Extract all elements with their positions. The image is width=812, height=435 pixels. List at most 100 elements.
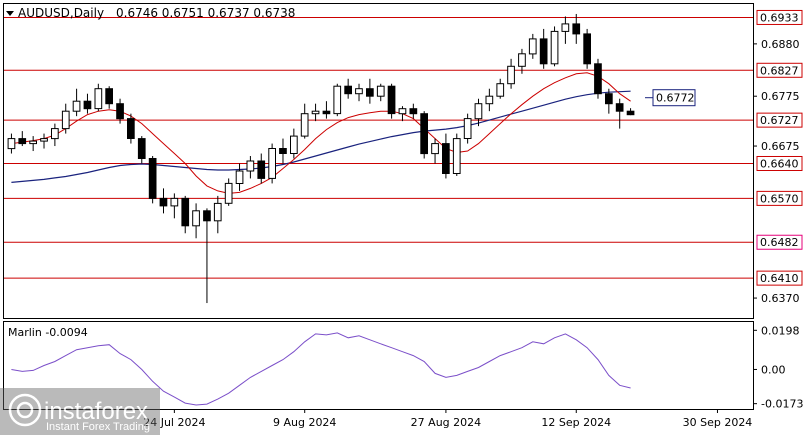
main-panel-frame bbox=[3, 3, 754, 319]
candle-body bbox=[615, 103, 624, 112]
level-label: 0.6570 bbox=[760, 192, 799, 205]
candle-body bbox=[72, 100, 81, 112]
candle-body bbox=[290, 135, 298, 155]
level-label: 0.6933 bbox=[760, 11, 799, 24]
level-label-box bbox=[756, 9, 803, 25]
candle-body bbox=[387, 85, 396, 115]
oscillator-axis: 0.0198 0.00 -0.0173 bbox=[753, 324, 803, 411]
candle-body bbox=[94, 88, 103, 110]
candle-body bbox=[572, 23, 581, 35]
candle-body bbox=[507, 65, 515, 85]
symbol-label: AUDUSD,Daily bbox=[18, 6, 104, 20]
candle-body bbox=[279, 148, 287, 154]
time-tick-label: 27 Aug 2024 bbox=[411, 416, 481, 429]
candle-body bbox=[311, 110, 320, 115]
candle-body bbox=[398, 108, 407, 115]
time-tick-label: 12 Sep 2024 bbox=[541, 416, 611, 429]
candle-body bbox=[539, 38, 548, 65]
candle-body bbox=[376, 85, 385, 97]
candle-body bbox=[116, 103, 124, 120]
callout-label: 0.6772 bbox=[656, 92, 695, 105]
marlin-line bbox=[11, 332, 631, 406]
candle-body bbox=[452, 138, 461, 175]
osc-tick-label: 0.00 bbox=[761, 363, 786, 376]
candle-body bbox=[7, 138, 16, 150]
candle-body bbox=[474, 103, 483, 120]
candle-body bbox=[528, 38, 537, 55]
level-label: 0.6640 bbox=[760, 157, 799, 170]
candle-body bbox=[246, 160, 255, 172]
instaforex-logo: instaforex Instant Forex Trading bbox=[0, 388, 160, 435]
moving-averages bbox=[11, 72, 631, 194]
candle-body bbox=[496, 83, 505, 97]
logo-tagline: Instant Forex Trading bbox=[46, 421, 150, 433]
ma-slow-line bbox=[11, 90, 631, 183]
price-callout: 0.6772 bbox=[645, 89, 696, 107]
candle-body bbox=[192, 210, 200, 227]
level-label: 0.6410 bbox=[760, 272, 799, 285]
candle-body bbox=[322, 110, 331, 115]
ohlc-readout: 0.6746 0.6751 0.6737 0.6738 bbox=[116, 6, 295, 20]
price-tick-label: 0.6775 bbox=[761, 90, 800, 103]
candle-body bbox=[518, 53, 526, 67]
level-label-box bbox=[756, 155, 803, 171]
ma-fast-line bbox=[11, 72, 631, 194]
price-axis: 0.6880 0.6775 0.6675 0.6370 bbox=[753, 38, 800, 305]
candle-body bbox=[355, 88, 363, 95]
candle-body bbox=[181, 197, 190, 227]
candle-body bbox=[213, 202, 222, 222]
candle-body bbox=[409, 108, 418, 115]
time-tick-label: 30 Sep 2024 bbox=[683, 416, 753, 429]
candle-body bbox=[224, 182, 233, 204]
candle-body bbox=[105, 88, 114, 105]
time-tick-label: 9 Aug 2024 bbox=[273, 416, 336, 429]
candle-body bbox=[431, 143, 439, 155]
price-tick-label: 0.6370 bbox=[761, 292, 800, 305]
level-label-box bbox=[756, 62, 803, 78]
collapse-triangle-icon[interactable] bbox=[6, 11, 14, 16]
candle-body bbox=[61, 110, 70, 130]
candle-body bbox=[159, 197, 168, 207]
candle-body bbox=[333, 85, 342, 115]
candle-body bbox=[550, 30, 559, 65]
candle-body bbox=[463, 118, 472, 139]
candle-body bbox=[420, 113, 428, 155]
level-label: 0.6727 bbox=[760, 114, 799, 127]
level-label-box bbox=[756, 112, 803, 128]
candle-body bbox=[203, 210, 211, 222]
level-label: 0.6482 bbox=[760, 236, 799, 249]
level-lines bbox=[4, 16, 753, 279]
candle-body bbox=[485, 95, 494, 105]
level-label-box bbox=[756, 190, 803, 206]
level-labels: 0.6933 0.6827 0.6727 0.6640 0.6570 0.6482 0.64… bbox=[756, 9, 803, 286]
osc-tick-label: -0.0173 bbox=[761, 398, 803, 411]
logo-brand: instaforex bbox=[44, 398, 148, 425]
candles bbox=[7, 13, 635, 304]
time-axis: 24 Jul 2024 9 Aug 2024 27 Aug 2024 12 Sep 2… bbox=[143, 409, 752, 429]
candle-body bbox=[137, 138, 146, 160]
candle-body bbox=[594, 63, 602, 95]
candle-body bbox=[51, 128, 59, 140]
price-tick-label: 0.6675 bbox=[761, 140, 800, 153]
price-tick-label: 0.6880 bbox=[761, 38, 800, 51]
candle-body bbox=[148, 158, 157, 199]
level-label-box bbox=[756, 234, 803, 250]
level-label-box bbox=[756, 270, 803, 286]
candle-body bbox=[18, 138, 27, 145]
candle-body bbox=[442, 143, 450, 175]
candle-body bbox=[626, 110, 635, 116]
indicator-panel-frame bbox=[3, 321, 754, 410]
candle-body bbox=[257, 160, 266, 179]
osc-tick-label: 0.0198 bbox=[761, 324, 800, 337]
candle-body bbox=[40, 138, 48, 142]
candle-body bbox=[344, 85, 352, 95]
candle-body bbox=[235, 170, 244, 184]
candle-body bbox=[300, 113, 309, 137]
candle-body bbox=[29, 140, 37, 145]
indicator-label: Marlin -0.0094 bbox=[8, 326, 88, 339]
candle-body bbox=[83, 100, 92, 110]
candle-body bbox=[366, 88, 374, 97]
level-label: 0.6827 bbox=[760, 64, 799, 77]
candle-body bbox=[605, 93, 613, 105]
